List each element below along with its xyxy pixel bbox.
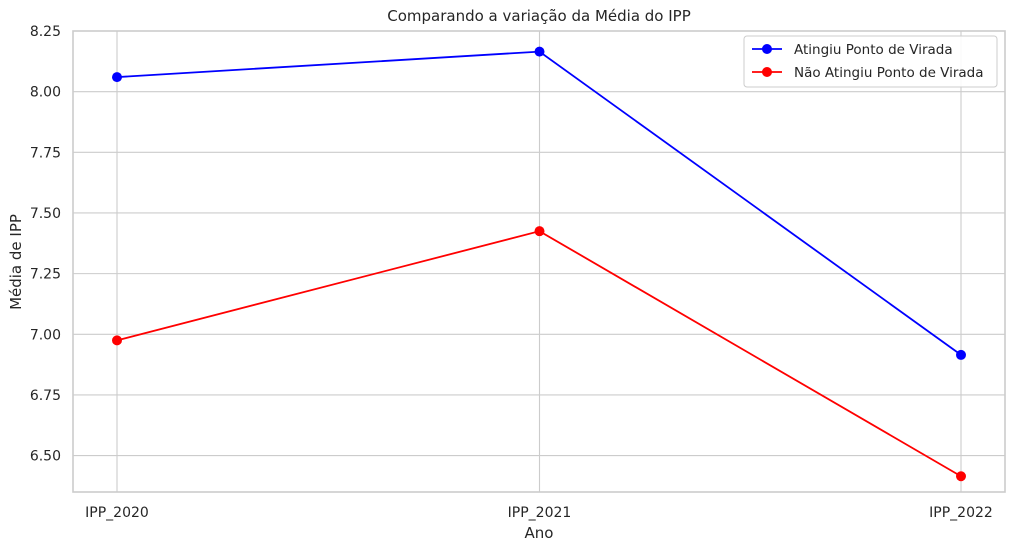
y-tick-label: 7.50: [30, 206, 61, 222]
data-point: [956, 349, 966, 360]
y-tick-label: 7.25: [30, 267, 61, 283]
y-tick-label: 6.75: [30, 388, 61, 404]
y-tick-label: 7.00: [30, 327, 61, 343]
legend-item-1: Atingiu Ponto de Virada: [752, 42, 953, 58]
y-tick-label: 7.75: [30, 145, 61, 161]
x-axis-title: Ano: [525, 524, 554, 542]
series-2: [112, 226, 966, 482]
legend-box: [743, 35, 998, 88]
data-point: [534, 226, 545, 237]
grid: [73, 30, 1005, 492]
x-tick-label: IPP_2022: [929, 505, 993, 521]
legend-marker: [762, 67, 772, 77]
legend-item-2: Não Atingiu Ponto de Virada: [752, 65, 984, 81]
legend: Atingiu Ponto de Virada Não Atingiu Ponto…: [743, 35, 998, 88]
y-axis-ticks: 6.50 6.75 7.00 7.25 7.50 7.75 8.00 8.25: [30, 24, 61, 465]
y-tick-label: 8.00: [30, 85, 61, 101]
x-tick-label: IPP_2021: [508, 505, 572, 521]
legend-label: Atingiu Ponto de Virada: [794, 42, 953, 58]
series-layer: [112, 46, 966, 482]
legend-label: Não Atingiu Ponto de Virada: [794, 65, 984, 81]
y-tick-label: 8.25: [30, 24, 61, 40]
series-1: [112, 46, 966, 360]
plot-area-frame: [72, 30, 1006, 493]
chart-title: Comparando a variação da Média do IPP: [387, 7, 691, 25]
data-point: [534, 46, 545, 57]
data-point: [112, 72, 122, 83]
y-axis-title: Média de IPP: [7, 214, 25, 310]
x-axis-ticks: IPP_2020 IPP_2021 IPP_2022: [85, 505, 993, 521]
data-point: [956, 471, 966, 482]
x-tick-label: IPP_2020: [85, 505, 149, 521]
data-point: [112, 335, 122, 346]
y-tick-label: 6.50: [30, 449, 61, 465]
legend-marker: [762, 44, 772, 54]
